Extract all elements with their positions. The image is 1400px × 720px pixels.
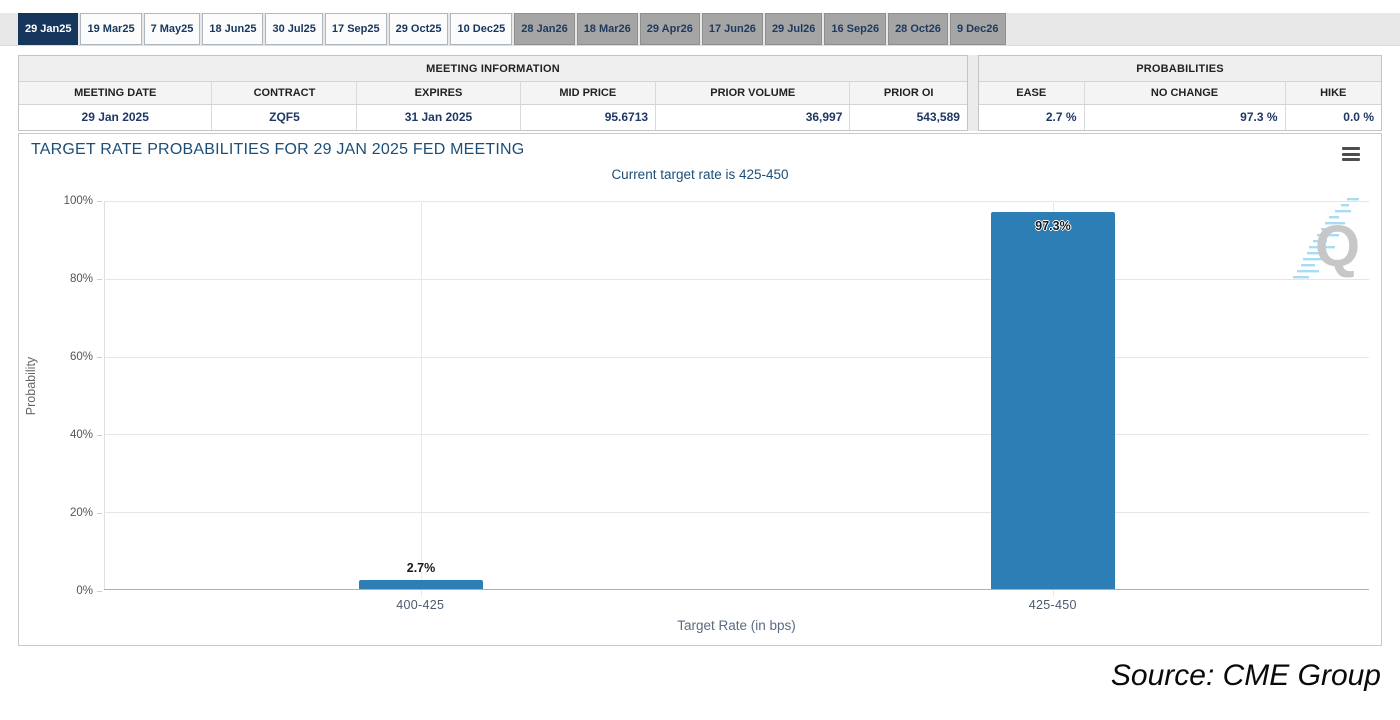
col-header-contract: CONTRACT: [211, 82, 356, 104]
col-header-meeting-date: MEETING DATE: [74, 87, 157, 99]
category-slot-425-450: 97.3%: [737, 201, 1369, 597]
y-tick-mark: [97, 435, 102, 436]
y-tick-label-20: 20%: [69, 507, 93, 519]
meeting-information-header-row: MEETING DATE CONTRACT EXPIRES MID PRICE …: [19, 82, 967, 105]
plot-area: 2.7% 97.3%: [104, 201, 1369, 597]
value-meeting-date: 29 Jan 2025: [81, 110, 149, 124]
probabilities-header-row: EASE NO CHANGE HIKE: [979, 82, 1381, 105]
y-tick-label-100: 100%: [63, 195, 93, 207]
value-hike: 0.0 %: [1284, 105, 1381, 130]
gridline: [105, 512, 1369, 514]
category-slot-400-425: 2.7%: [105, 201, 737, 597]
meeting-information-title: MEETING INFORMATION: [19, 56, 967, 82]
tab-28-jan26[interactable]: 28 Jan26: [514, 13, 575, 45]
bar-value-label: 97.3%: [1035, 218, 1071, 233]
chart-bar[interactable]: [991, 211, 1115, 590]
y-tick-mark: [97, 513, 102, 514]
y-tick-mark: [97, 591, 102, 592]
tab-10-dec25[interactable]: 10 Dec25: [450, 13, 513, 45]
y-tick-mark: [97, 201, 102, 202]
svg-text:Q: Q: [1315, 214, 1360, 279]
y-tick-mark: [97, 357, 102, 358]
y-tick-label-80: 80%: [69, 273, 93, 285]
gridline: [105, 278, 1369, 280]
x-axis-line: [104, 589, 1369, 590]
col-header-mid-price: MID PRICE: [519, 82, 656, 104]
bar-value-label: 2.7%: [406, 560, 436, 575]
y-tick-label-60: 60%: [69, 351, 93, 363]
col-header-hike: HIKE: [1284, 82, 1381, 104]
category-slots: 2.7% 97.3%: [105, 201, 1369, 597]
y-tick-label-0: 0%: [76, 585, 93, 597]
chart-subtitle: Current target rate is 425-450: [611, 167, 789, 182]
probabilities-title: PROBABILITIES: [979, 56, 1381, 82]
target-rate-chart-panel: TARGET RATE PROBABILITIES FOR 29 JAN 202…: [18, 133, 1382, 646]
x-tick-label-425-450: 425-450: [1028, 598, 1077, 612]
value-prior-oi: 543,589: [849, 105, 967, 130]
tab-9-dec26[interactable]: 9 Dec26: [949, 13, 1006, 45]
x-axis-title: Target Rate (in bps): [677, 618, 796, 633]
tab-16-sep26[interactable]: 16 Sep26: [824, 13, 887, 45]
tab-28-oct26[interactable]: 28 Oct26: [888, 13, 948, 45]
y-tick-label-40: 40%: [69, 429, 93, 441]
source-attribution: Source: CME Group: [1110, 659, 1381, 692]
value-prior-volume: 36,997: [655, 105, 849, 130]
tab-30-jul25[interactable]: 30 Jul25: [265, 13, 323, 45]
col-header-prior-oi: PRIOR OI: [849, 82, 967, 104]
x-tick-label-400-425: 400-425: [396, 598, 445, 612]
gridline: [105, 201, 1369, 202]
tab-29-oct25[interactable]: 29 Oct25: [388, 13, 449, 45]
hamburger-menu-icon[interactable]: [1342, 147, 1360, 161]
tab-17-sep25[interactable]: 17 Sep25: [324, 13, 387, 45]
tab-17-jun26[interactable]: 17 Jun26: [701, 13, 763, 45]
tab-29-jan25[interactable]: 29 Jan25: [18, 13, 79, 45]
gridline: [105, 356, 1369, 358]
value-ease: 2.7 %: [1045, 110, 1077, 124]
y-axis-title: Probability: [24, 356, 38, 416]
probabilities-value-row: 2.7 % 97.3 % 0.0 %: [979, 105, 1381, 130]
col-header-expires: EXPIRES: [356, 82, 519, 104]
tab-19-mar25[interactable]: 19 Mar25: [80, 13, 142, 45]
meeting-information-table: MEETING INFORMATION MEETING DATE CONTRAC…: [18, 55, 968, 131]
chart-bar[interactable]: [359, 579, 483, 590]
tab-18-jun25[interactable]: 18 Jun25: [202, 13, 264, 45]
value-contract: ZQF5: [211, 105, 356, 130]
tab-18-mar26[interactable]: 18 Mar26: [576, 13, 638, 45]
col-header-no-change: NO CHANGE: [1083, 82, 1285, 104]
value-mid-price: 95.6713: [519, 105, 656, 130]
meeting-information-value-row: 29 Jan 2025 ZQF5 31 Jan 2025 95.6713 36,…: [19, 105, 967, 130]
value-no-change: 97.3 %: [1083, 105, 1285, 130]
tables-divider: [968, 55, 978, 131]
meeting-date-tabbar: 29 Jan25 19 Mar25 7 May25 18 Jun25 30 Ju…: [0, 13, 1400, 46]
col-header-ease: EASE: [1016, 87, 1047, 99]
col-header-prior-volume: PRIOR VOLUME: [655, 82, 849, 104]
x-tick-labels: 400-425 425-450: [104, 598, 1369, 612]
probabilities-table: PROBABILITIES EASE NO CHANGE HIKE 2.7 % …: [978, 55, 1382, 131]
info-tables-row: MEETING INFORMATION MEETING DATE CONTRAC…: [18, 55, 1382, 131]
value-expires: 31 Jan 2025: [356, 105, 519, 130]
tab-29-jul26[interactable]: 29 Jul26: [764, 13, 823, 45]
tab-7-may25[interactable]: 7 May25: [143, 13, 201, 45]
chart-title: TARGET RATE PROBABILITIES FOR 29 JAN 202…: [31, 141, 525, 158]
y-tick-mark: [97, 279, 102, 280]
tab-29-apr26[interactable]: 29 Apr26: [639, 13, 700, 45]
quikstrike-q-watermark-icon: Q: [1293, 198, 1360, 279]
gridline: [105, 434, 1369, 436]
category-gridline: [421, 201, 422, 597]
